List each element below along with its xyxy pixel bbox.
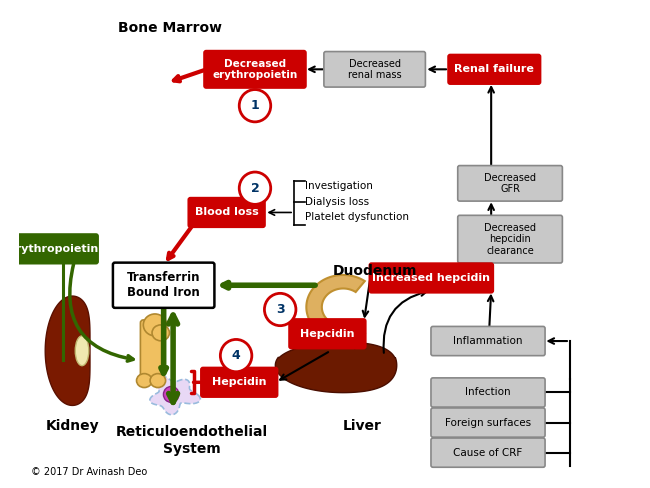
Polygon shape — [306, 275, 365, 339]
Text: © 2017 Dr Avinash Deo: © 2017 Dr Avinash Deo — [31, 467, 148, 477]
Text: Renal failure: Renal failure — [454, 64, 534, 74]
Circle shape — [265, 293, 296, 325]
Text: Hepcidin: Hepcidin — [300, 329, 355, 339]
Text: Infection: Infection — [465, 387, 511, 398]
Text: Duodenum: Duodenum — [332, 264, 417, 278]
Ellipse shape — [143, 314, 166, 336]
Text: Liver: Liver — [343, 419, 382, 433]
Text: Increased hepcidin: Increased hepcidin — [372, 273, 490, 283]
Text: Dialysis loss: Dialysis loss — [306, 197, 369, 207]
FancyBboxPatch shape — [324, 52, 425, 87]
FancyBboxPatch shape — [9, 234, 98, 264]
Ellipse shape — [152, 325, 170, 341]
Polygon shape — [46, 296, 90, 406]
FancyBboxPatch shape — [458, 165, 562, 201]
Text: Kidney: Kidney — [46, 419, 99, 433]
Text: Foreign surfaces: Foreign surfaces — [445, 418, 531, 427]
Polygon shape — [276, 342, 396, 393]
Text: Transferrin
Bound Iron: Transferrin Bound Iron — [127, 271, 200, 299]
FancyBboxPatch shape — [431, 438, 545, 467]
Ellipse shape — [163, 386, 179, 403]
FancyBboxPatch shape — [113, 263, 214, 308]
Text: Blood loss: Blood loss — [195, 207, 259, 218]
Circle shape — [239, 172, 271, 204]
FancyBboxPatch shape — [289, 319, 365, 348]
Text: 4: 4 — [231, 349, 240, 362]
Circle shape — [239, 90, 271, 122]
FancyBboxPatch shape — [140, 320, 162, 382]
Text: Hepcidin: Hepcidin — [212, 377, 266, 387]
FancyBboxPatch shape — [448, 55, 540, 84]
Text: Cause of CRF: Cause of CRF — [454, 447, 523, 458]
Text: Investigation: Investigation — [306, 181, 373, 191]
Text: 2: 2 — [251, 182, 259, 195]
Text: Inflammation: Inflammation — [453, 336, 523, 346]
Text: Reticuloendothelial
System: Reticuloendothelial System — [116, 426, 268, 456]
FancyBboxPatch shape — [188, 198, 265, 227]
Text: Decreased
erythropoietin: Decreased erythropoietin — [213, 59, 298, 80]
Circle shape — [220, 340, 252, 372]
FancyBboxPatch shape — [201, 367, 278, 397]
FancyBboxPatch shape — [458, 215, 562, 263]
FancyBboxPatch shape — [370, 264, 493, 293]
Polygon shape — [150, 375, 200, 415]
Text: Erythropoietin: Erythropoietin — [8, 244, 99, 254]
Text: Decreased
GFR: Decreased GFR — [484, 173, 536, 194]
FancyBboxPatch shape — [431, 326, 545, 356]
FancyBboxPatch shape — [431, 378, 545, 407]
Ellipse shape — [136, 374, 152, 387]
FancyBboxPatch shape — [431, 408, 545, 437]
Text: Bone Marrow: Bone Marrow — [118, 21, 222, 35]
Text: Decreased
hepcidin
clearance: Decreased hepcidin clearance — [484, 223, 536, 256]
Ellipse shape — [75, 336, 89, 366]
Text: Platelet dysfunction: Platelet dysfunction — [306, 212, 410, 223]
Ellipse shape — [150, 374, 166, 387]
Text: 1: 1 — [251, 99, 259, 112]
FancyBboxPatch shape — [204, 51, 306, 88]
Text: Decreased
renal mass: Decreased renal mass — [348, 59, 402, 80]
Text: 3: 3 — [276, 303, 285, 316]
